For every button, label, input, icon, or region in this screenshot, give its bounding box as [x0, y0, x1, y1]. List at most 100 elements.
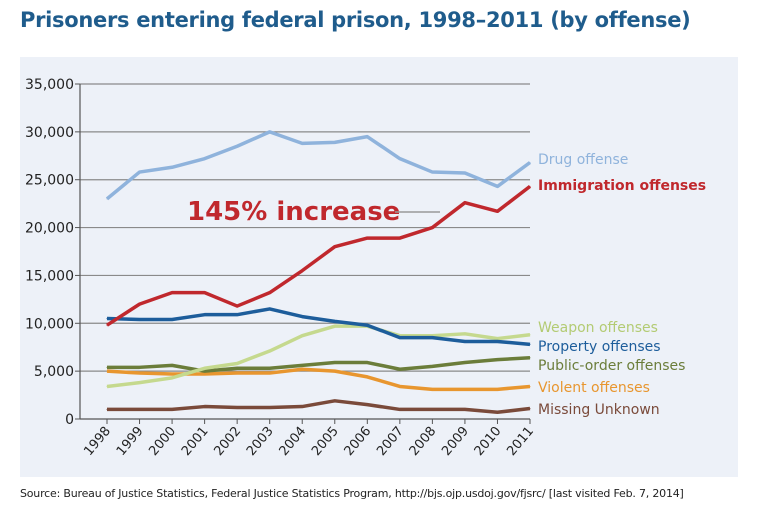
data-point: [236, 145, 238, 147]
data-point: [431, 365, 433, 367]
data-point: [171, 292, 173, 294]
x-tick-label: 2008: [407, 424, 440, 459]
data-point: [269, 308, 271, 310]
y-tick-label: 5,000: [34, 364, 74, 380]
data-point: [171, 166, 173, 168]
data-point: [496, 185, 498, 187]
data-point: [236, 372, 238, 374]
data-point: [334, 141, 336, 143]
chart-title: Prisoners entering federal prison, 1998–…: [20, 8, 691, 32]
legend-label: Immigration offenses: [538, 178, 706, 194]
data-point: [269, 372, 271, 374]
data-point: [496, 359, 498, 361]
data-point: [464, 388, 466, 390]
data-point: [496, 411, 498, 413]
data-point: [204, 314, 206, 316]
y-tick-label: 10,000: [25, 316, 74, 332]
data-point: [204, 292, 206, 294]
data-point: [106, 370, 108, 372]
data-point: [529, 407, 531, 409]
data-point: [236, 362, 238, 364]
line-chart: 0 5,000 10,000 15,000 20,000 25,000 30,000 35,0…: [25, 77, 706, 459]
data-point: [529, 161, 531, 163]
annotation-145-increase: 145% increase: [187, 197, 400, 227]
series-line-missing-unknown: [107, 399, 531, 415]
data-point: [171, 318, 173, 320]
data-point: [301, 270, 303, 272]
data-point: [171, 373, 173, 375]
legend-label: Drug offense: [538, 152, 628, 168]
data-point: [464, 408, 466, 410]
data-point: [496, 210, 498, 212]
data-point: [399, 337, 401, 339]
x-tick-label: 2001: [179, 424, 212, 459]
x-tick-label: 2006: [342, 424, 375, 459]
data-point: [399, 408, 401, 410]
data-point: [529, 334, 531, 336]
data-point: [464, 202, 466, 204]
data-point: [139, 171, 141, 173]
data-point: [496, 388, 498, 390]
data-point: [334, 362, 336, 364]
data-point: [171, 377, 173, 379]
data-point: [269, 350, 271, 352]
y-tick-label: 30,000: [25, 125, 74, 141]
data-point: [464, 172, 466, 174]
data-point: [204, 367, 206, 369]
data-point: [139, 372, 141, 374]
x-tick-label: 2009: [439, 424, 472, 459]
source-note: Source: Bureau of Justice Statistics, Fe…: [20, 487, 684, 500]
data-point: [106, 366, 108, 368]
data-point: [139, 382, 141, 384]
data-point: [139, 408, 141, 410]
series-line-public-order-offenses: [107, 355, 531, 373]
data-point: [366, 404, 368, 406]
x-tick-label: 2000: [146, 424, 179, 459]
x-tick-label: 2005: [309, 424, 342, 459]
data-point: [529, 185, 531, 187]
data-point: [301, 335, 303, 337]
x-tick-label: 2002: [211, 424, 244, 459]
data-point: [529, 343, 531, 345]
legend-label: Public-order offenses: [538, 358, 685, 374]
data-point: [269, 131, 271, 133]
data-point: [334, 400, 336, 402]
data-point: [236, 367, 238, 369]
data-point: [431, 171, 433, 173]
data-point: [106, 198, 108, 200]
x-tick-label: 1998: [81, 424, 114, 459]
data-point: [139, 303, 141, 305]
data-point: [301, 406, 303, 408]
data-point: [334, 325, 336, 327]
data-point: [399, 385, 401, 387]
data-point: [366, 362, 368, 364]
y-tick-label: 35,000: [25, 77, 74, 93]
x-tick-label: 2010: [472, 424, 505, 459]
x-tick-label: 2003: [244, 424, 277, 459]
data-point: [204, 406, 206, 408]
data-point: [301, 316, 303, 318]
data-point: [366, 376, 368, 378]
data-point: [399, 368, 401, 370]
x-tick-label: 1999: [114, 424, 147, 459]
data-point: [464, 362, 466, 364]
data-point: [366, 237, 368, 239]
data-point: [464, 340, 466, 342]
data-point: [399, 158, 401, 160]
series-line-weapon-offenses: [106, 324, 531, 389]
data-point: [334, 320, 336, 322]
data-point: [236, 314, 238, 316]
y-tick-label: 25,000: [25, 173, 74, 189]
data-point: [204, 373, 206, 375]
legend-label: Violent offenses: [538, 380, 650, 396]
data-point: [171, 408, 173, 410]
series-line-immigration-offenses: [106, 185, 532, 327]
x-tick-label: 2007: [374, 424, 407, 459]
chart-panel: 0 5,000 10,000 15,000 20,000 25,000 30,000 35,0…: [20, 57, 738, 477]
data-point: [204, 158, 206, 160]
data-point: [269, 367, 271, 369]
series-line-violent-offenses: [106, 367, 531, 392]
x-tick-label: 2004: [277, 424, 310, 459]
legend-label: Weapon offenses: [538, 320, 658, 336]
data-point: [236, 407, 238, 409]
